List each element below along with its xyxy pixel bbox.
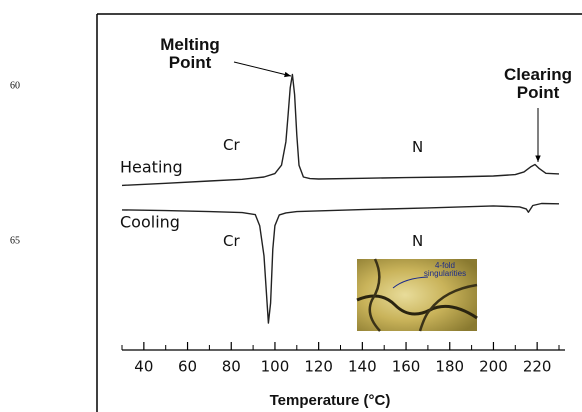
x-axis-label: Temperature (°C): [270, 392, 391, 409]
x-tick-label: 200: [479, 358, 508, 376]
clearing-point-label: Clearing Point: [503, 65, 573, 102]
line-number: 60: [10, 80, 20, 91]
phase-label: N: [412, 232, 424, 250]
arrow-head: [535, 155, 541, 162]
phase-label: Cr: [223, 136, 240, 154]
phase-label: Cr: [223, 232, 240, 250]
inset-photo: [356, 258, 478, 332]
x-tick-label: 80: [222, 358, 241, 376]
melting-point-label: Melting Point: [160, 35, 220, 72]
phase-label: N: [412, 138, 424, 156]
x-tick-label: 40: [134, 358, 153, 376]
series-label: Cooling: [120, 213, 180, 232]
x-tick-label: 120: [304, 358, 333, 376]
x-tick-label: 180: [435, 358, 464, 376]
arrow-head: [284, 71, 291, 78]
series-label: Heating: [120, 158, 183, 177]
x-tick-label: 160: [392, 358, 421, 376]
inset-label: 4-fold singularities: [423, 261, 467, 279]
x-tick-label: 220: [523, 358, 552, 376]
x-tick-label: 140: [348, 358, 377, 376]
x-tick-label: 60: [178, 358, 197, 376]
line-number: 65: [10, 235, 20, 246]
series-line: [121, 202, 560, 324]
x-tick-label: 100: [261, 358, 290, 376]
series-line: [121, 73, 560, 187]
pointer-arrow: [233, 61, 292, 77]
